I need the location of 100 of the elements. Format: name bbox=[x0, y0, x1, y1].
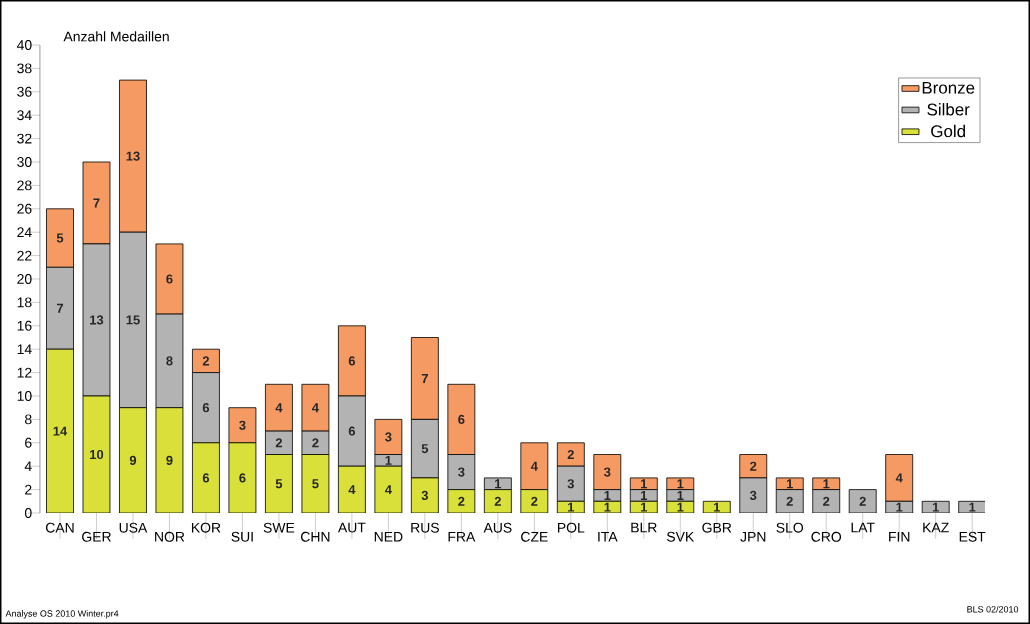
x-tick-label: FIN bbox=[889, 532, 910, 542]
bar bbox=[155, 313, 184, 409]
data-label: 1 bbox=[568, 502, 575, 512]
x-tick-label: FRA bbox=[448, 532, 476, 542]
y-tick-label: 36 bbox=[17, 86, 32, 97]
y-tick-label: 10 bbox=[17, 391, 32, 401]
data-label: 1 bbox=[604, 491, 611, 500]
bar bbox=[265, 454, 293, 513]
x-tick-label: CZE bbox=[521, 531, 548, 542]
data-label: 7 bbox=[56, 303, 64, 313]
bar bbox=[46, 266, 74, 350]
y-tick-label: 32 bbox=[17, 133, 32, 144]
x-tick-label: AUS bbox=[483, 522, 512, 533]
y-tick-label: 2 bbox=[25, 484, 32, 495]
y-tick-label: 28 bbox=[17, 180, 32, 191]
bar bbox=[885, 454, 914, 502]
x-tick-label: GER bbox=[82, 531, 111, 542]
data-label: 3 bbox=[458, 467, 465, 477]
data-label: 5 bbox=[421, 444, 429, 454]
data-label: 1 bbox=[385, 455, 392, 465]
x-tick-label: CHN bbox=[301, 531, 330, 542]
data-label: 14 bbox=[53, 426, 68, 436]
data-label: 4 bbox=[530, 461, 538, 471]
bar bbox=[119, 407, 147, 513]
data-label: 6 bbox=[166, 274, 173, 284]
data-label: 3 bbox=[604, 467, 611, 477]
data-label: 1 bbox=[932, 502, 939, 512]
bar bbox=[410, 419, 439, 479]
bar bbox=[119, 231, 147, 409]
bar bbox=[155, 407, 184, 513]
data-label: 5 bbox=[275, 479, 283, 489]
data-label: 1 bbox=[641, 479, 648, 489]
x-tick-label: POL bbox=[558, 522, 585, 533]
y-tick-label: 18 bbox=[17, 297, 32, 308]
x-tick-label: CAN bbox=[45, 522, 74, 533]
y-tick-label: 40 bbox=[16, 40, 32, 50]
data-label: 9 bbox=[166, 455, 173, 465]
data-label: 3 bbox=[385, 432, 392, 442]
data-label: 15 bbox=[126, 315, 140, 325]
y-tick-label: 16 bbox=[17, 320, 32, 331]
bar bbox=[775, 477, 804, 490]
data-label: 3 bbox=[749, 490, 757, 501]
data-label: 2 bbox=[786, 496, 793, 506]
data-label: 1 bbox=[604, 502, 611, 512]
y-tick-label: 6 bbox=[25, 437, 32, 448]
bar bbox=[155, 243, 184, 315]
data-label: 5 bbox=[56, 233, 64, 243]
x-tick-label: GBR bbox=[702, 522, 732, 533]
y-tick-label: 12 bbox=[17, 367, 32, 378]
bar bbox=[228, 407, 257, 444]
data-label: 6 bbox=[348, 356, 356, 366]
x-tick-label: KOR bbox=[191, 522, 221, 533]
y-tick-label: 26 bbox=[17, 203, 32, 214]
x-tick-label: SLO bbox=[776, 522, 804, 533]
y-tick-label: 38 bbox=[17, 63, 32, 74]
data-label: 2 bbox=[458, 496, 465, 506]
data-label: 7 bbox=[421, 374, 428, 383]
data-label: 1 bbox=[641, 491, 648, 500]
bar bbox=[556, 442, 585, 467]
bar bbox=[82, 243, 111, 397]
legend-label: Bronze bbox=[922, 81, 975, 94]
data-label: 5 bbox=[312, 479, 319, 489]
bar bbox=[410, 337, 439, 420]
x-tick-label: ITA bbox=[598, 532, 618, 542]
bar bbox=[374, 419, 403, 455]
bar bbox=[337, 395, 366, 467]
data-label: 1 bbox=[677, 479, 684, 489]
bar bbox=[739, 454, 768, 479]
data-label: 2 bbox=[202, 356, 210, 366]
x-tick-label: CRO bbox=[811, 531, 842, 542]
data-label: 1 bbox=[677, 491, 684, 500]
data-label: 1 bbox=[495, 479, 502, 489]
bar bbox=[192, 372, 220, 444]
data-label: 1 bbox=[713, 502, 721, 512]
data-label: 6 bbox=[458, 414, 465, 424]
bar bbox=[46, 348, 74, 513]
x-tick-label: AUT bbox=[337, 522, 366, 533]
y-tick-label: 20 bbox=[17, 274, 32, 284]
bar bbox=[337, 465, 366, 513]
bar bbox=[812, 477, 841, 490]
data-label: 6 bbox=[202, 473, 210, 483]
data-label: 2 bbox=[567, 449, 574, 460]
y-axis-title: Anzahl Medaillen bbox=[63, 31, 169, 42]
y-tick-label: 24 bbox=[17, 227, 32, 238]
data-label: 4 bbox=[384, 485, 392, 495]
data-label: 7 bbox=[93, 198, 100, 208]
data-label: 4 bbox=[275, 403, 283, 413]
data-label: 6 bbox=[348, 426, 356, 436]
text: BLS 02/2010 bbox=[967, 605, 1019, 613]
y-tick-label: 4 bbox=[24, 461, 32, 471]
data-label: 8 bbox=[166, 356, 173, 366]
x-tick-label: RUS bbox=[411, 522, 439, 533]
bar bbox=[593, 454, 622, 490]
bar bbox=[301, 383, 330, 432]
data-label: 6 bbox=[239, 473, 246, 483]
x-tick-label: SVK bbox=[666, 531, 695, 542]
x-tick-label: EST bbox=[959, 531, 986, 542]
bar bbox=[556, 465, 585, 502]
legend-label: Silber bbox=[927, 103, 970, 116]
data-label: 2 bbox=[494, 496, 501, 506]
